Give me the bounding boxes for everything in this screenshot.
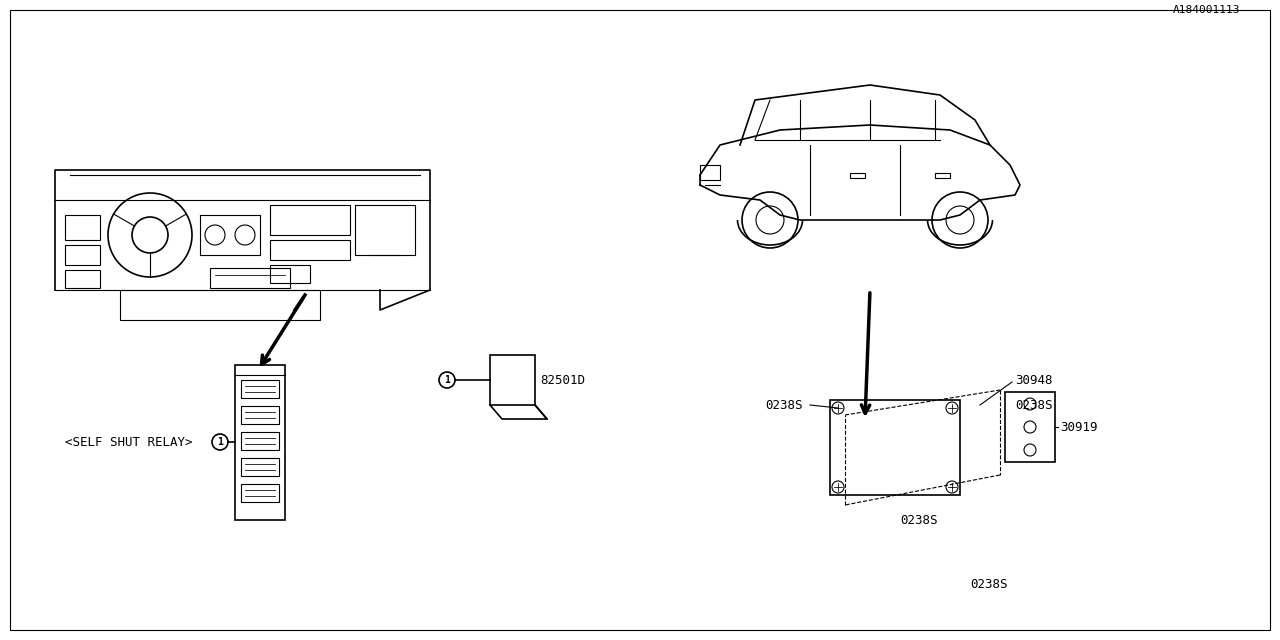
Text: 0238S: 0238S xyxy=(765,399,803,412)
Bar xyxy=(210,268,291,288)
Bar xyxy=(270,240,349,260)
Bar xyxy=(934,173,950,178)
Bar xyxy=(120,290,320,320)
Bar xyxy=(829,400,960,495)
Bar xyxy=(490,355,535,405)
Bar xyxy=(65,245,100,265)
Text: 0238S: 0238S xyxy=(970,579,1007,591)
Text: 82501D: 82501D xyxy=(540,374,585,387)
Bar xyxy=(241,406,279,424)
Bar xyxy=(270,205,349,235)
Bar xyxy=(241,380,279,398)
Bar xyxy=(241,458,279,476)
Bar xyxy=(1005,392,1055,462)
Text: <SELF SHUT RELAY>: <SELF SHUT RELAY> xyxy=(65,435,192,449)
Bar xyxy=(65,215,100,240)
Bar xyxy=(65,270,100,288)
Bar xyxy=(270,265,310,283)
Bar xyxy=(241,484,279,502)
Text: 30948: 30948 xyxy=(1015,374,1052,387)
Bar xyxy=(236,365,285,520)
Bar xyxy=(355,205,415,255)
Bar xyxy=(850,173,865,178)
Bar xyxy=(700,165,721,180)
Text: 30919: 30919 xyxy=(1060,420,1097,433)
Text: 0238S: 0238S xyxy=(900,513,937,527)
Text: A184001113: A184001113 xyxy=(1172,5,1240,15)
Text: 0238S: 0238S xyxy=(1015,399,1052,412)
Text: 1: 1 xyxy=(444,375,451,385)
Bar xyxy=(241,432,279,450)
Text: 1: 1 xyxy=(218,437,223,447)
